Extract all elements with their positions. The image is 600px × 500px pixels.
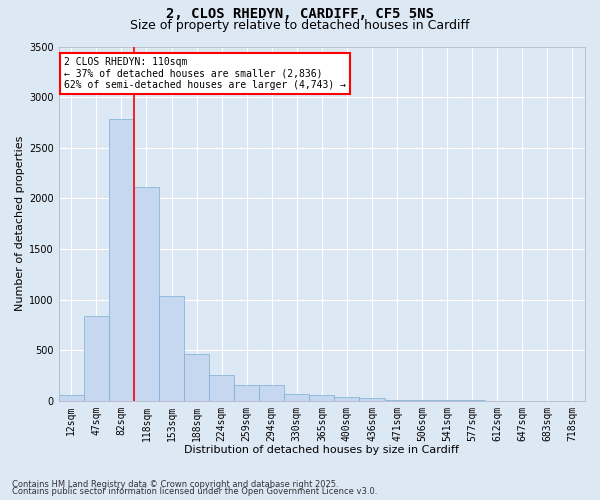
Bar bbox=[184, 354, 209, 401]
Bar bbox=[310, 394, 334, 400]
Text: Contains HM Land Registry data © Crown copyright and database right 2025.: Contains HM Land Registry data © Crown c… bbox=[12, 480, 338, 489]
Y-axis label: Number of detached properties: Number of detached properties bbox=[15, 136, 25, 312]
Bar bbox=[134, 187, 159, 400]
Text: 2, CLOS RHEDYN, CARDIFF, CF5 5NS: 2, CLOS RHEDYN, CARDIFF, CF5 5NS bbox=[166, 8, 434, 22]
Bar bbox=[59, 395, 84, 400]
X-axis label: Distribution of detached houses by size in Cardiff: Distribution of detached houses by size … bbox=[184, 445, 460, 455]
Bar bbox=[334, 397, 359, 400]
Bar bbox=[359, 398, 385, 400]
Bar bbox=[84, 316, 109, 400]
Bar bbox=[159, 296, 184, 401]
Text: Size of property relative to detached houses in Cardiff: Size of property relative to detached ho… bbox=[130, 19, 470, 32]
Bar bbox=[109, 120, 134, 400]
Bar bbox=[234, 385, 259, 400]
Text: 2 CLOS RHEDYN: 110sqm
← 37% of detached houses are smaller (2,836)
62% of semi-d: 2 CLOS RHEDYN: 110sqm ← 37% of detached … bbox=[64, 57, 346, 90]
Text: Contains public sector information licensed under the Open Government Licence v3: Contains public sector information licen… bbox=[12, 487, 377, 496]
Bar bbox=[284, 394, 310, 400]
Bar bbox=[209, 376, 234, 400]
Bar bbox=[259, 385, 284, 400]
